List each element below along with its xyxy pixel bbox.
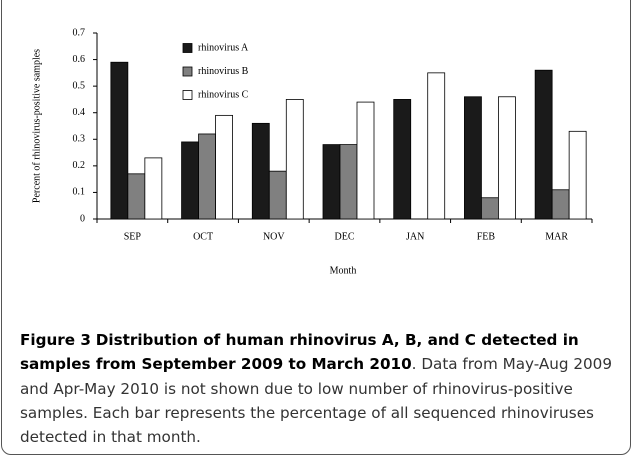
bar bbox=[534, 69, 553, 220]
caption: Figure 3 Distribution of human rhinoviru… bbox=[20, 328, 620, 449]
x-tick-label: JAN bbox=[406, 231, 424, 242]
bar bbox=[127, 173, 146, 220]
y-tick-label: 0 bbox=[80, 213, 85, 224]
bar bbox=[339, 144, 358, 220]
y-tick-label: 0.3 bbox=[73, 134, 86, 145]
legend-label: rhinovirus C bbox=[198, 89, 249, 100]
legend-label: rhinovirus B bbox=[198, 66, 249, 77]
bar bbox=[181, 141, 199, 220]
x-tick-label: FEB bbox=[477, 231, 496, 242]
bar bbox=[393, 99, 412, 220]
bar bbox=[251, 122, 270, 220]
caption-text: . Data from May-Aug 2009 and Apr-May 201… bbox=[20, 355, 613, 447]
x-tick-label: SEP bbox=[124, 231, 142, 242]
x-tick-label: MAR bbox=[545, 231, 568, 242]
chart: Percent of rhinovirus-positive samples M… bbox=[31, 27, 593, 276]
y-tick-label: 0.1 bbox=[73, 187, 86, 198]
bar bbox=[198, 133, 216, 220]
y-axis-label: Percent of rhinovirus-positive samples bbox=[31, 49, 42, 203]
legend-label: rhinovirus A bbox=[198, 42, 249, 53]
y-tick-label: 0.7 bbox=[73, 27, 86, 38]
caption-label: Figure 3 bbox=[20, 331, 91, 349]
bar bbox=[551, 189, 570, 220]
bar bbox=[110, 61, 129, 220]
bar bbox=[568, 130, 587, 220]
legend-swatch bbox=[182, 90, 193, 100]
legend-swatch bbox=[182, 66, 193, 77]
x-tick-label: OCT bbox=[193, 231, 213, 242]
y-tick-label: 0.6 bbox=[73, 54, 86, 65]
caption-title: Distribution of human rhinovirus A, B, a… bbox=[20, 331, 579, 374]
bar bbox=[268, 170, 287, 220]
bar bbox=[481, 197, 499, 220]
bar bbox=[215, 114, 233, 220]
x-axis-label: Month bbox=[330, 265, 357, 276]
bar bbox=[144, 157, 163, 220]
y-tick-label: 0.5 bbox=[73, 80, 86, 91]
x-tick-label: NOV bbox=[263, 231, 285, 242]
legend-swatch bbox=[182, 43, 193, 53]
bar bbox=[427, 72, 446, 220]
y-tick-label: 0.2 bbox=[73, 160, 86, 171]
y-tick-label: 0.4 bbox=[73, 107, 86, 118]
bar bbox=[498, 96, 516, 220]
bar bbox=[464, 96, 482, 220]
bar bbox=[322, 144, 341, 220]
x-tick-label: DEC bbox=[335, 231, 355, 242]
bar bbox=[356, 101, 375, 220]
bar bbox=[285, 99, 304, 220]
